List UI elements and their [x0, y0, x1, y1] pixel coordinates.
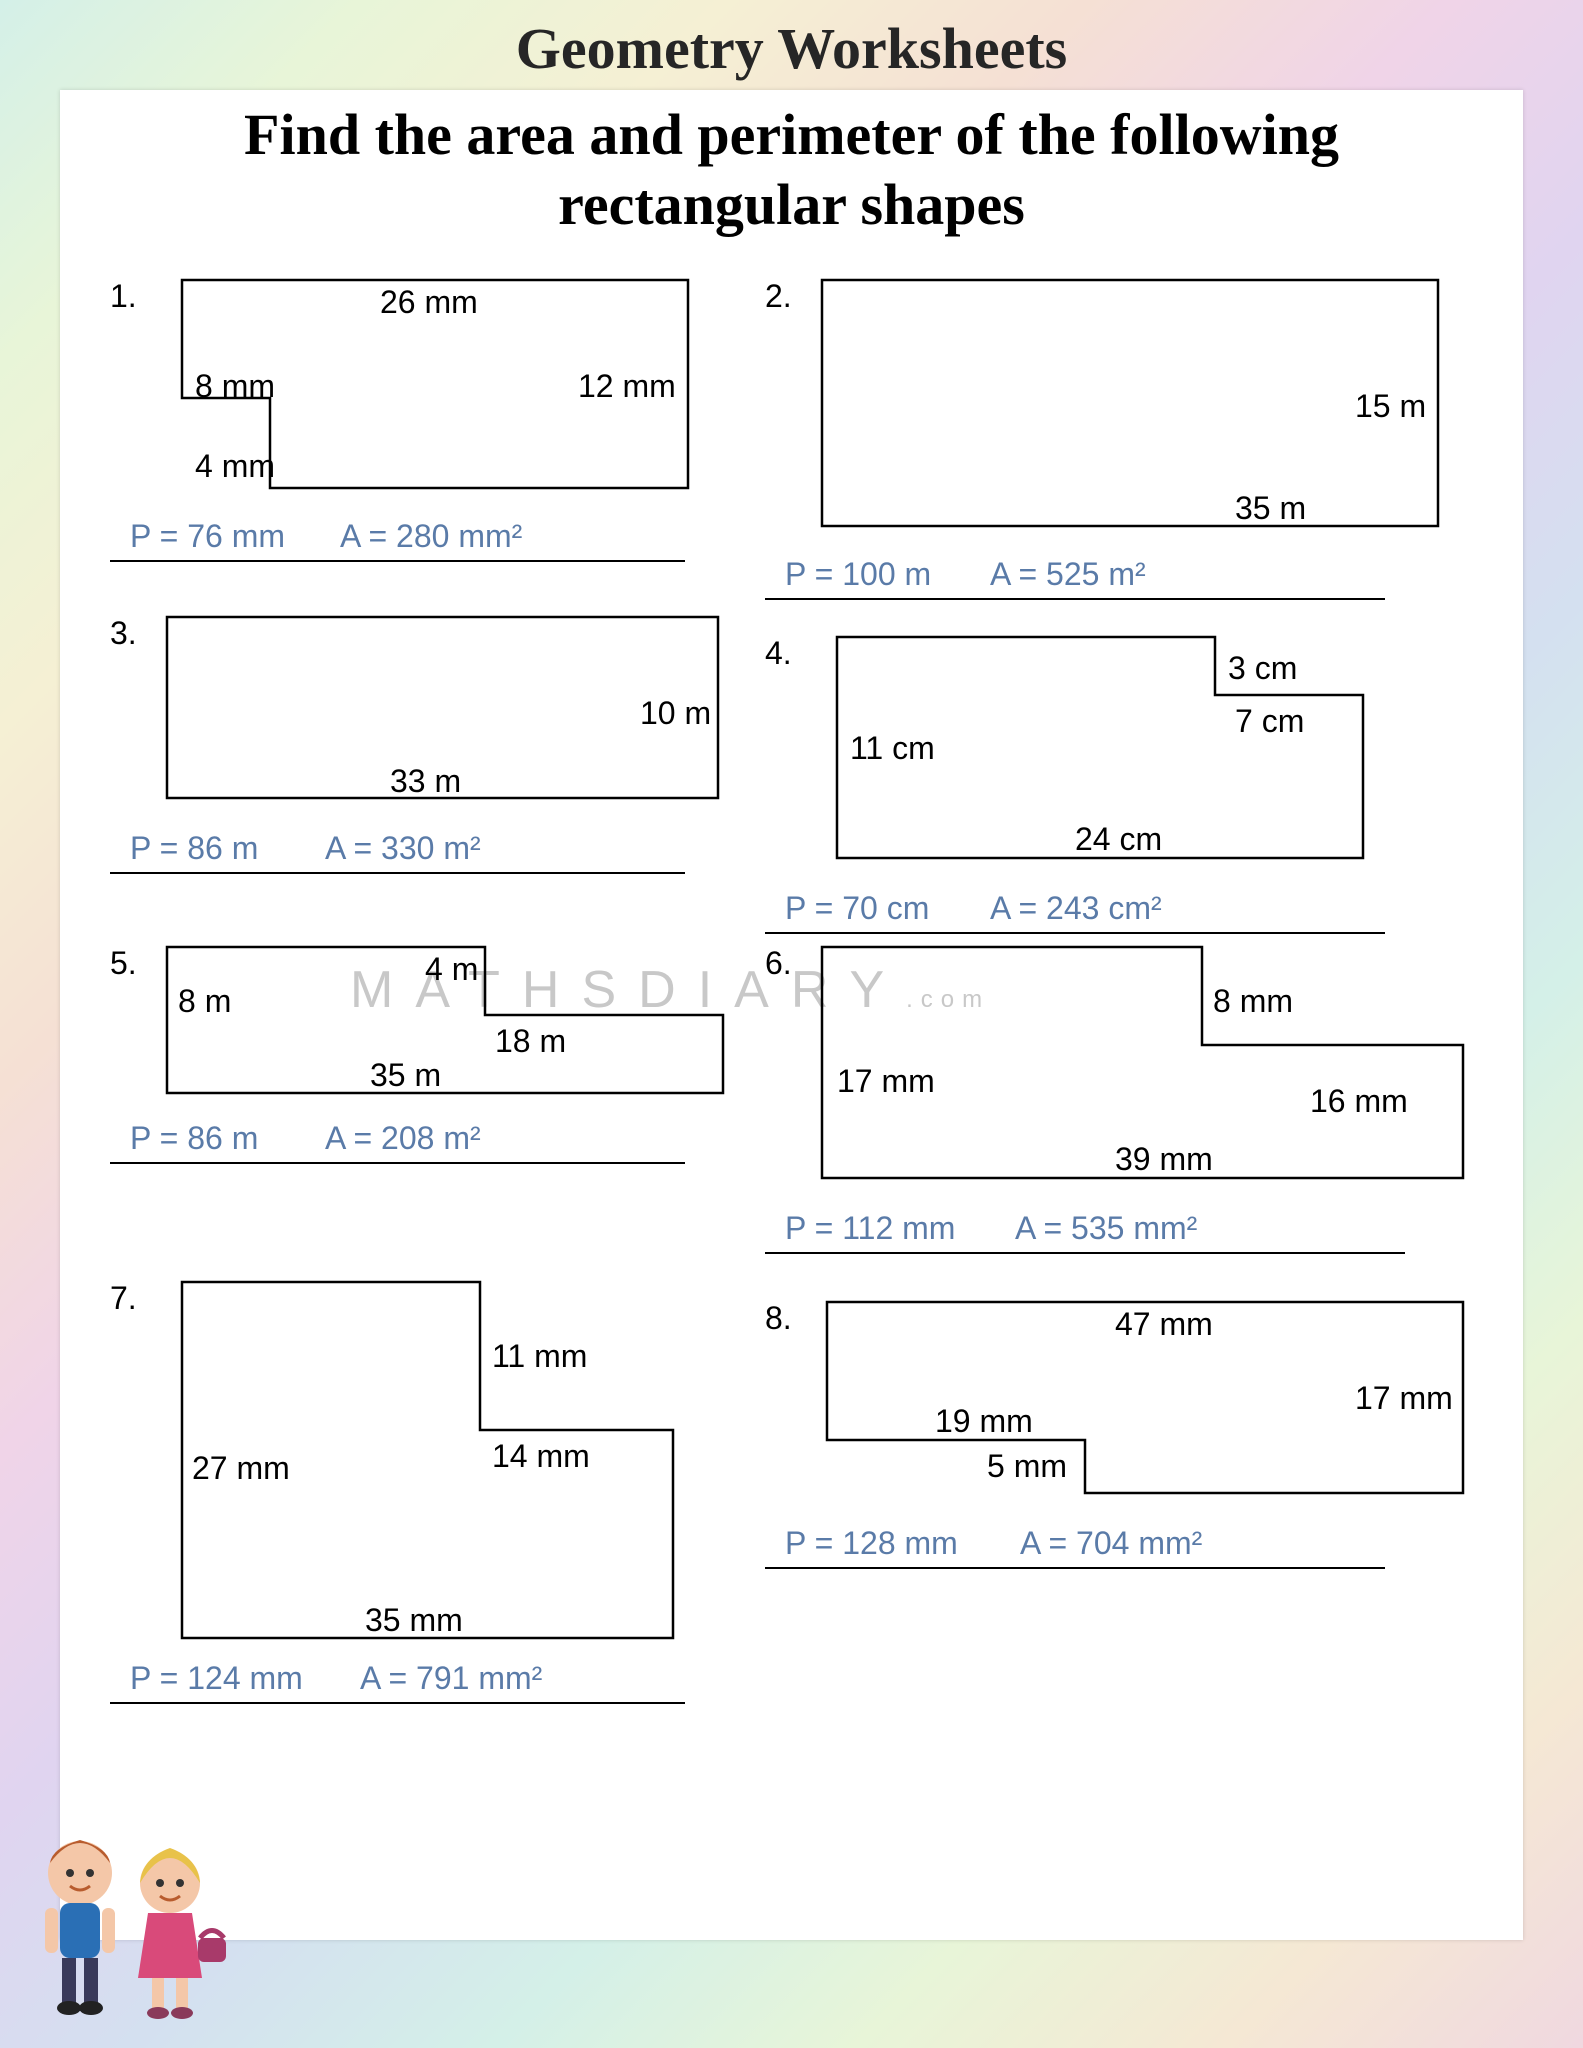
- answer-p: P = 86 m: [130, 1120, 258, 1157]
- problem-4: 4. 3 cm 7 cm 11 cm 24 cm P = 70 cm A = 2…: [765, 635, 1445, 935]
- answer-p: P = 86 m: [130, 830, 258, 867]
- problem-number: 1.: [110, 278, 137, 315]
- answer-a: A = 280 mm²: [340, 518, 522, 555]
- dim-top: 4 m: [425, 951, 478, 988]
- dim-top-right: 3 cm: [1228, 650, 1297, 687]
- problem-8: 8. 47 mm 17 mm 19 mm 5 mm P = 128 mm A =…: [765, 1300, 1465, 1570]
- problem-number: 4.: [765, 635, 792, 672]
- problem-number: 6.: [765, 945, 792, 982]
- dim-top-right: 8 mm: [1213, 983, 1293, 1020]
- answer-a: A = 704 mm²: [1020, 1525, 1202, 1562]
- answer-line: [765, 598, 1385, 600]
- dim-step: 16 mm: [1310, 1083, 1408, 1120]
- answer-a: A = 330 m²: [325, 830, 481, 867]
- dim-bottom: 24 cm: [1075, 821, 1162, 858]
- dim-bottom: 35 m: [370, 1057, 441, 1094]
- subtitle-line-1: Find the area and perimeter of the follo…: [244, 102, 1339, 167]
- problem-number: 8.: [765, 1300, 792, 1337]
- dim-top: 26 mm: [380, 284, 478, 321]
- problem-5: 5. 4 m 8 m 18 m 35 m P = 86 m A = 208 m²: [110, 945, 730, 1165]
- answer-line: [110, 1702, 685, 1704]
- answer-line: [110, 560, 685, 562]
- dim-right: 12 mm: [578, 368, 676, 405]
- dim-step: 18 m: [495, 1023, 566, 1060]
- answer-line: [110, 1162, 685, 1164]
- answer-a: A = 791 mm²: [360, 1660, 542, 1697]
- problem-number: 7.: [110, 1280, 137, 1317]
- dim-left: 17 mm: [837, 1063, 935, 1100]
- answer-line: [765, 932, 1385, 934]
- answer-p: P = 128 mm: [785, 1525, 958, 1562]
- dim-right: 17 mm: [1355, 1380, 1453, 1417]
- dim-step-h: 19 mm: [935, 1403, 1033, 1440]
- problem-6: 6. 8 mm 17 mm 16 mm 39 mm P = 112 mm A =…: [765, 945, 1465, 1255]
- answer-p: P = 124 mm: [130, 1660, 303, 1697]
- dim-left: 8 mm: [195, 368, 275, 405]
- dim-top-right: 11 mm: [492, 1338, 587, 1375]
- dim-right: 10 m: [640, 695, 711, 732]
- subtitle: Find the area and perimeter of the follo…: [60, 100, 1523, 239]
- answer-p: P = 76 mm: [130, 518, 285, 555]
- answer-line: [765, 1567, 1385, 1569]
- dim-bottom: 35 mm: [365, 1602, 463, 1639]
- answer-line: [765, 1252, 1405, 1254]
- subtitle-line-2: rectangular shapes: [558, 172, 1025, 237]
- answer-a: A = 243 cm²: [990, 890, 1162, 927]
- answer-p: P = 100 m: [785, 556, 931, 593]
- answer-line: [110, 872, 685, 874]
- dim-step: 7 cm: [1235, 703, 1304, 740]
- answer-a: A = 208 m²: [325, 1120, 481, 1157]
- problem-7: 7. 11 mm 27 mm 14 mm 35 mm P = 124 mm A …: [110, 1280, 730, 1700]
- dim-step: 14 mm: [492, 1438, 590, 1475]
- answer-p: P = 70 cm: [785, 890, 929, 927]
- problem-number: 2.: [765, 278, 792, 315]
- problem-1: 1. 26 mm 12 mm 8 mm 4 mm P = 76 mm A = 2…: [110, 278, 730, 563]
- dim-top: 47 mm: [1115, 1306, 1213, 1343]
- dim-bottom: 33 m: [390, 763, 461, 800]
- kids-illustration: [20, 1818, 240, 2038]
- dim-bottom: 39 mm: [1115, 1141, 1213, 1178]
- dim-bottom: 35 m: [1235, 490, 1306, 527]
- shape: [820, 278, 1440, 528]
- answer-a: A = 525 m²: [990, 556, 1146, 593]
- dim-step: 4 mm: [195, 448, 275, 485]
- problem-number: 3.: [110, 615, 137, 652]
- dim-right: 15 m: [1355, 388, 1426, 425]
- answer-a: A = 535 mm²: [1015, 1210, 1197, 1247]
- problem-2: 2. 15 m 35 m P = 100 m A = 525 m²: [765, 278, 1445, 598]
- dim-left: 8 m: [178, 983, 231, 1020]
- answer-p: P = 112 mm: [785, 1210, 955, 1247]
- problem-3: 3. 10 m 33 m P = 86 m A = 330 m²: [110, 615, 730, 875]
- dim-left: 27 mm: [192, 1450, 290, 1487]
- dim-step-v: 5 mm: [987, 1448, 1067, 1485]
- page-title: Geometry Worksheets: [0, 15, 1583, 82]
- problem-number: 5.: [110, 945, 137, 982]
- dim-left: 11 cm: [850, 730, 935, 767]
